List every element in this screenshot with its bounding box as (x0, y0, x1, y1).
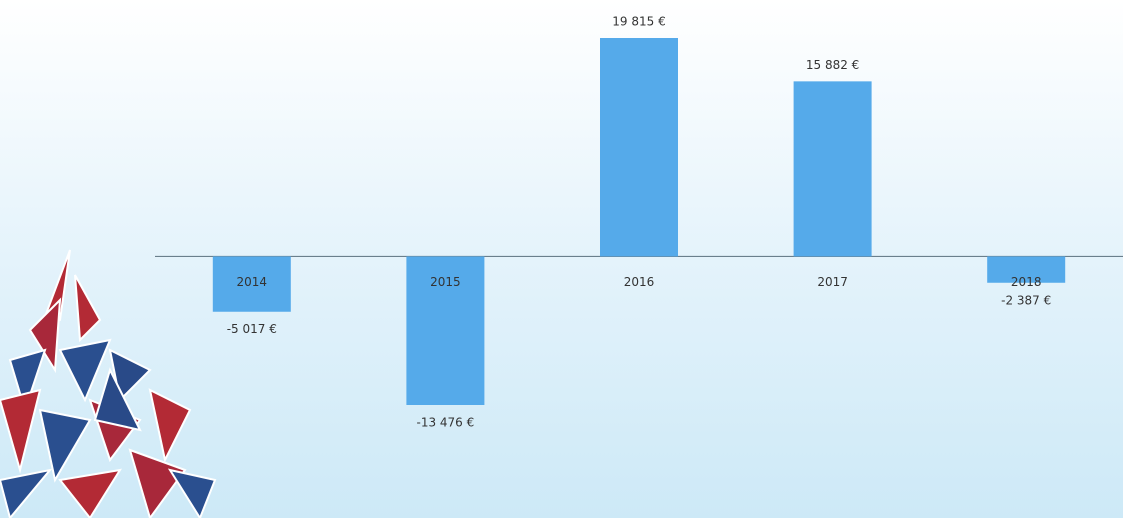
bar (600, 38, 678, 257)
bar (212, 256, 291, 312)
bar (406, 256, 485, 405)
bar (793, 81, 872, 257)
x-tick-label: 2018 (1011, 275, 1042, 289)
data-label: 19 815 € (612, 15, 665, 29)
x-tick-label: 2015 (430, 275, 461, 289)
x-tick-label: 2017 (817, 275, 848, 289)
data-label: -13 476 € (417, 416, 475, 430)
x-tick-label: 2016 (624, 275, 655, 289)
data-label: -5 017 € (227, 322, 277, 336)
data-label: 15 882 € (806, 58, 859, 72)
x-tick-label: 2014 (237, 275, 268, 289)
bar (987, 256, 1066, 283)
data-label: -2 387 € (1001, 293, 1051, 307)
decoration (0, 249, 217, 518)
